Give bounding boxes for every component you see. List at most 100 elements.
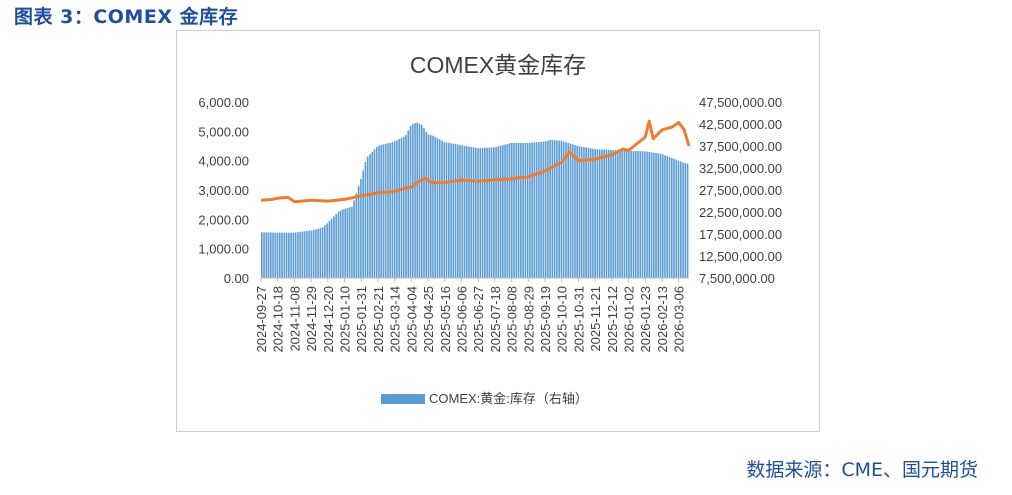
bar [414, 123, 416, 278]
bar [565, 142, 567, 278]
bar [511, 142, 513, 278]
bar [578, 146, 581, 278]
x-tick-label: 2026-01-23 [638, 286, 653, 353]
bar [486, 147, 488, 278]
bar [540, 141, 542, 278]
bar [682, 162, 684, 278]
bar [481, 147, 484, 278]
left-axis-ticks: 0.00 1,000.00 2,000.00 3,000.00 4,000.00 5,00… [198, 95, 249, 286]
bar [369, 154, 371, 278]
bar [366, 156, 369, 278]
bar [306, 231, 308, 278]
legend: COMEX:黄金:库存（右轴） [381, 391, 588, 406]
bar [675, 159, 678, 278]
bar [283, 232, 286, 278]
bar [659, 153, 662, 278]
bar [571, 144, 574, 278]
bar [562, 141, 565, 278]
bar [465, 146, 468, 278]
bar [452, 143, 455, 278]
bar [292, 232, 295, 278]
bar [580, 146, 583, 278]
bar [425, 131, 428, 278]
bar [488, 147, 491, 278]
bar [411, 124, 414, 278]
bar [276, 232, 279, 278]
right-tick-label: 42,500,000.00 [699, 117, 782, 132]
bar [531, 142, 533, 278]
bar [513, 142, 515, 278]
left-tick-label: 5,000.00 [198, 124, 249, 139]
bar [454, 144, 457, 278]
bar [348, 207, 351, 278]
x-tick-label: 2025-10-10 [555, 286, 570, 353]
x-tick-label: 2025-05-16 [438, 286, 453, 353]
bar [621, 150, 624, 278]
bar [396, 140, 398, 278]
bar [596, 149, 599, 278]
bar [484, 147, 486, 278]
bar [429, 135, 432, 278]
bar [587, 147, 590, 278]
bar [321, 227, 324, 278]
bar [475, 147, 477, 278]
bar [612, 150, 615, 278]
bar [335, 214, 337, 278]
bar [427, 134, 430, 278]
bar [493, 147, 495, 278]
bar [364, 161, 367, 278]
bar [643, 151, 646, 278]
chart-title: COMEX黄金库存 [410, 52, 586, 78]
x-tick-label: 2025-07-18 [488, 286, 503, 353]
bar [515, 142, 518, 278]
bar [333, 216, 335, 278]
bar [267, 232, 270, 278]
bar [450, 143, 452, 278]
bar [290, 232, 292, 278]
bar [346, 208, 349, 278]
x-tick-label: 2024-11-29 [304, 286, 319, 352]
bar [664, 155, 666, 278]
bar [684, 163, 687, 278]
bar [538, 142, 540, 278]
bar [339, 210, 342, 278]
bar [315, 229, 317, 278]
bar [308, 230, 310, 278]
bar [610, 149, 612, 278]
bar [353, 200, 355, 278]
bar [506, 143, 509, 278]
bar [625, 150, 628, 278]
bar [589, 148, 592, 278]
bar [409, 125, 412, 278]
bar [628, 150, 630, 278]
bar [301, 231, 304, 278]
bar [502, 145, 504, 278]
bar [288, 232, 290, 278]
x-tick-label: 2025-02-21 [371, 286, 386, 353]
bar [650, 152, 653, 278]
bar [263, 232, 265, 278]
x-axis-ticks: 2024-09-27 2024-10-18 2024-11-08 2024-11-29… [254, 278, 687, 353]
bar [634, 151, 637, 278]
x-tick-label: 2025-01-10 [338, 286, 353, 353]
bar [641, 151, 644, 278]
bar [337, 211, 340, 278]
bar [556, 140, 558, 278]
bar [310, 230, 313, 278]
bar [592, 148, 594, 278]
x-tick-label: 2025-03-14 [388, 286, 403, 353]
bar [679, 161, 682, 278]
source-note: 数据来源：CME、国元期货 [746, 459, 978, 481]
bar [443, 141, 446, 278]
bar [317, 228, 319, 278]
bar [661, 154, 664, 278]
bar [375, 147, 378, 278]
x-tick-label: 2025-01-31 [354, 286, 369, 353]
bar [623, 150, 626, 278]
bar [583, 147, 585, 278]
bar [303, 231, 306, 278]
bar [384, 143, 387, 278]
bar [459, 144, 461, 278]
bar [270, 232, 272, 278]
bar [601, 149, 603, 278]
